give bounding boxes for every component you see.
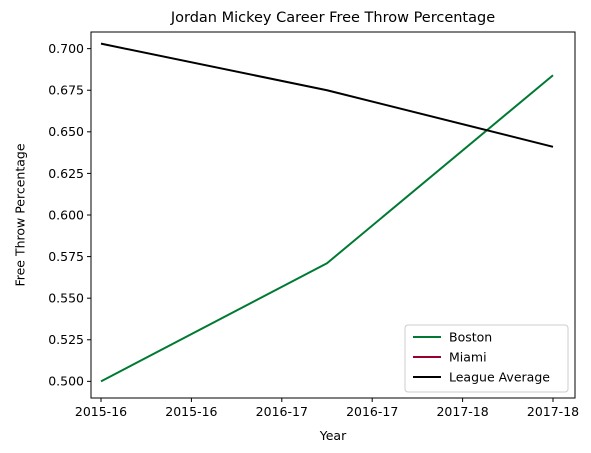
- y-tick-label: 0.675: [48, 83, 84, 98]
- x-tick-label: 2015-16: [165, 404, 217, 419]
- y-tick-label: 0.600: [48, 207, 84, 222]
- legend-box: [404, 324, 569, 393]
- chart-title: Jordan Mickey Career Free Throw Percenta…: [170, 10, 495, 26]
- y-tick-label: 0.500: [48, 374, 84, 389]
- legend-label: League Average: [449, 369, 550, 384]
- y-tick-label: 0.625: [48, 166, 84, 181]
- x-axis-label: Year: [319, 428, 347, 443]
- x-tick-label: 2016-17: [256, 404, 308, 419]
- legend-label: Boston: [449, 329, 492, 344]
- y-tick-label: 0.650: [48, 124, 84, 139]
- legend: Boston Miami League Average: [404, 324, 569, 393]
- x-tick-label: 2015-16: [75, 404, 127, 419]
- x-axis: 2015-16 2015-16 2016-17 2016-17 2017-18 2017-…: [75, 398, 579, 419]
- x-tick-label: 2017-18: [436, 404, 488, 419]
- y-tick-label: 0.575: [48, 249, 84, 264]
- x-tick-label: 2017-18: [527, 404, 579, 419]
- y-tick-label: 0.700: [48, 41, 84, 56]
- y-axis: 0.500 0.525 0.550 0.575 0.600 0.625 0.650 0.675…: [48, 41, 91, 389]
- y-axis-label: Free Throw Percentage: [12, 143, 27, 286]
- series-line-0: [100, 74, 554, 383]
- y-tick-label: 0.525: [48, 332, 84, 347]
- legend-label: Miami: [449, 349, 487, 364]
- x-tick-label: 2016-17: [346, 404, 398, 419]
- plot-marks: [100, 42, 554, 383]
- y-tick-label: 0.550: [48, 291, 84, 306]
- series-line-2: [100, 42, 554, 148]
